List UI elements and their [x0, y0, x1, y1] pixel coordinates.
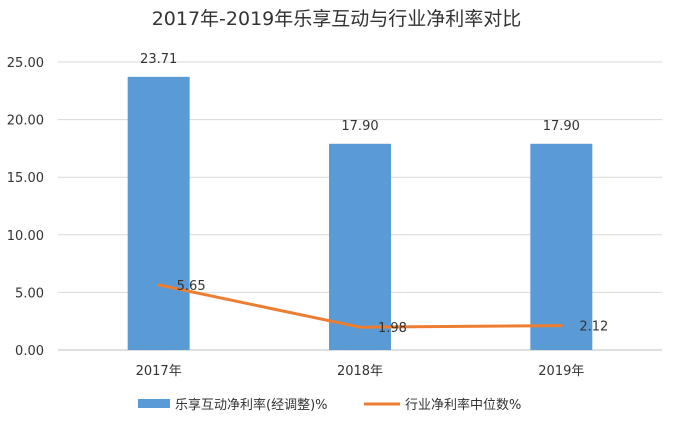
line-series-path — [157, 283, 563, 329]
legend: 乐享互动净利率(经调整)% 行业净利率中位数% — [138, 397, 521, 413]
bar — [530, 143, 593, 350]
y-axis: 0.00 5.00 10.00 15.00 20.00 25.00 — [7, 56, 44, 359]
legend-bar-label: 乐享互动净利率(经调整)% — [175, 397, 328, 413]
line-data-label: 2.12 — [579, 320, 608, 335]
x-axis: 2017年 2018年 2019年 — [136, 364, 585, 379]
data-labels: 23.71 17.90 17.90 5.65 1.98 2.12 — [140, 52, 608, 336]
y-tick-label: 0.00 — [15, 344, 44, 359]
bar-series — [127, 76, 593, 350]
x-tick-label: 2018年 — [337, 364, 383, 379]
line-data-label: 5.65 — [177, 279, 206, 294]
legend-line-label: 行业净利率中位数% — [405, 397, 521, 413]
bar — [127, 76, 190, 350]
line-data-label: 1.98 — [378, 321, 407, 336]
y-tick-label: 20.00 — [7, 114, 44, 129]
line-series — [157, 283, 563, 329]
y-tick-label: 5.00 — [15, 286, 44, 301]
bar-data-label: 17.90 — [543, 119, 580, 134]
y-tick-label: 10.00 — [7, 229, 44, 244]
y-tick-label: 15.00 — [7, 171, 44, 186]
bar — [329, 143, 391, 350]
chart-title: 2017年-2019年乐享互动与行业净利率对比 — [152, 8, 522, 30]
bar-data-label: 17.90 — [341, 119, 378, 134]
y-tick-label: 25.00 — [7, 56, 44, 71]
bar-data-label: 23.71 — [140, 52, 177, 67]
x-tick-label: 2017年 — [136, 364, 182, 379]
x-tick-label: 2019年 — [538, 364, 584, 379]
legend-bar-swatch — [138, 399, 170, 408]
